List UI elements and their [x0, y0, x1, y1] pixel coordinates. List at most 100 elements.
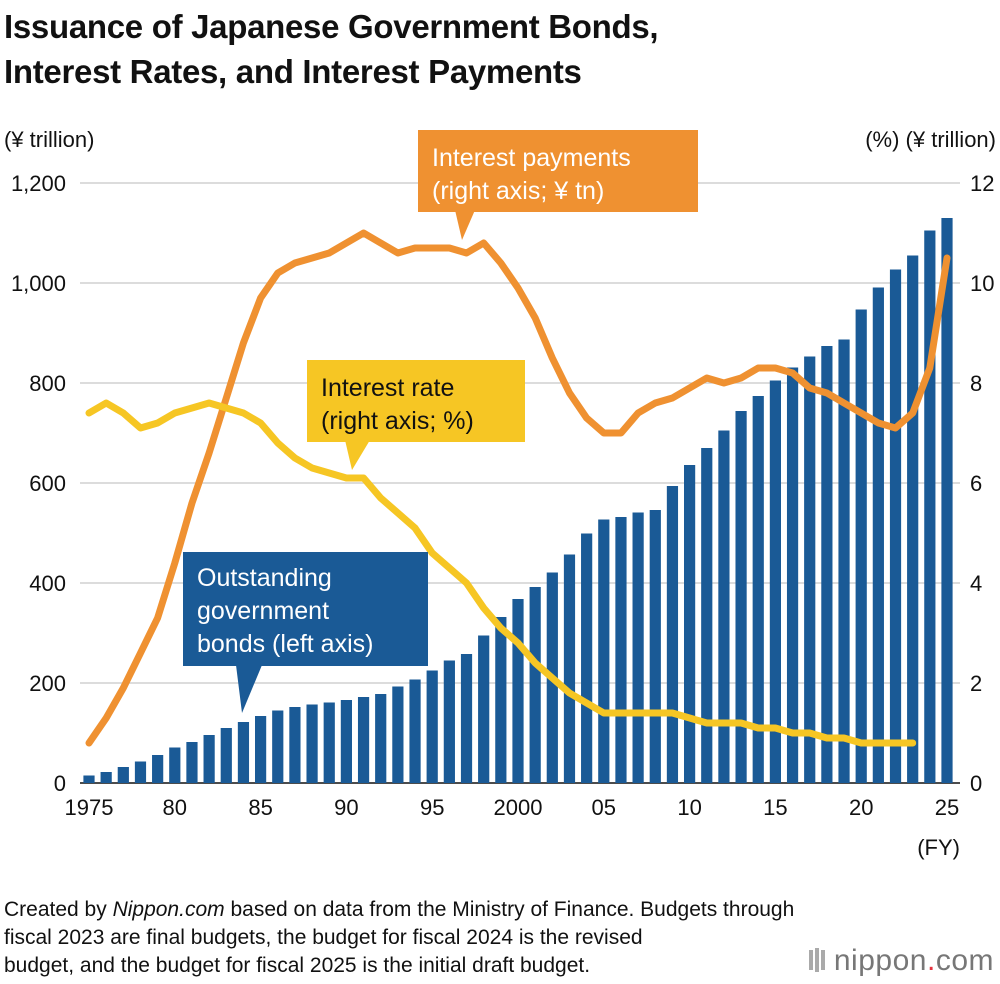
- footnote-source: Nippon.com: [112, 898, 225, 921]
- bar: [289, 707, 301, 783]
- footnote: Created by Nippon.com based on data from…: [4, 896, 964, 980]
- y-right-tick-label: 12: [970, 171, 994, 196]
- interest-payments-line: [85, 229, 951, 747]
- bonds-label-box: [183, 552, 428, 666]
- bar: [563, 554, 576, 783]
- x-tick-label: 05: [592, 795, 616, 820]
- y-right-tick-label: 2: [970, 671, 982, 696]
- bar: [889, 269, 902, 783]
- bar: [203, 735, 215, 783]
- bar: [375, 694, 387, 783]
- x-tick-label: 90: [334, 795, 358, 820]
- footnote-line-1: based on data from the Ministry of Finan…: [224, 898, 795, 921]
- bonds-label-text: Outstanding: [197, 564, 332, 592]
- bar: [237, 722, 250, 783]
- nippon-logo-icon: [808, 948, 825, 972]
- bonds-label-text: government: [197, 597, 329, 625]
- y-left-tick-label: 200: [29, 671, 66, 696]
- x-tick-label: 10: [677, 795, 701, 820]
- interest-rate-label-pointer: [345, 440, 370, 470]
- chart-title: Issuance of Japanese Government Bonds, I…: [4, 4, 994, 94]
- bar: [838, 339, 850, 783]
- bar: [392, 686, 404, 783]
- bar: [804, 356, 816, 783]
- bar: [924, 230, 936, 783]
- bar: [529, 587, 541, 783]
- brand-name: nippon: [833, 944, 927, 977]
- bar: [701, 448, 713, 783]
- bar: [615, 517, 627, 783]
- bar: [941, 218, 953, 783]
- bar: [443, 660, 455, 783]
- y-right-tick-label: 10: [970, 271, 994, 296]
- interest-rate-label-box: [307, 360, 525, 442]
- bar: [152, 755, 164, 783]
- brand-dot: .: [926, 944, 936, 977]
- footnote-prefix: Created by: [4, 898, 113, 921]
- x-tick-label: 95: [420, 795, 444, 820]
- brand-suffix: com: [935, 944, 994, 977]
- y-right-tick-label: 6: [970, 471, 982, 496]
- x-tick-label: 25: [935, 795, 959, 820]
- interest-payments-label-box: [418, 130, 698, 212]
- bar: [478, 635, 490, 783]
- y-right-unit-label: (%) (¥ trillion): [865, 127, 996, 152]
- x-tick-label: 80: [163, 795, 187, 820]
- bar: [752, 396, 764, 783]
- bar: [272, 710, 284, 783]
- y-left-tick-label: 400: [29, 571, 66, 596]
- bar: [220, 728, 232, 783]
- interest-payments-label-pointer: [455, 210, 475, 240]
- bar: [426, 670, 438, 783]
- y-left-tick-label: 600: [29, 471, 66, 496]
- bar: [512, 599, 524, 783]
- bar: [409, 679, 421, 783]
- bar: [340, 700, 352, 783]
- title-line-2: Interest Rates, and Interest Payments: [4, 53, 582, 90]
- bar: [666, 486, 679, 783]
- bar: [718, 430, 730, 783]
- bar: [786, 367, 799, 783]
- bar: [821, 346, 833, 783]
- bar: [581, 533, 593, 783]
- bar: [357, 697, 370, 783]
- bar: [872, 287, 884, 783]
- bonds-label-text: bonds (left axis): [197, 630, 373, 658]
- x-tick-label: 2000: [494, 795, 543, 820]
- bar: [100, 772, 112, 783]
- x-unit-label: (FY): [917, 835, 960, 860]
- interest-rate-label-text: (right axis; %): [321, 407, 474, 435]
- bar: [855, 309, 867, 783]
- bar: [134, 761, 147, 783]
- footnote-line-3: budget, and the budget for fiscal 2025 i…: [4, 954, 591, 977]
- interest-payments-label-text: Interest payments: [432, 144, 631, 172]
- bar: [255, 716, 267, 783]
- bar: [649, 510, 661, 783]
- bar: [495, 617, 507, 783]
- x-tick-label: 20: [849, 795, 873, 820]
- bar: [83, 775, 95, 783]
- brand-logo: nippon.com: [808, 944, 994, 978]
- bar: [169, 747, 181, 783]
- bar: [735, 411, 747, 783]
- bar: [460, 654, 473, 783]
- y-left-tick-label: 800: [29, 371, 66, 396]
- y-right-tick-label: 0: [970, 771, 982, 796]
- bar: [117, 767, 129, 783]
- footnote-line-2: fiscal 2023 are final budgets, the budge…: [4, 926, 643, 949]
- bar: [769, 380, 781, 783]
- interest-rate-label-text: Interest rate: [321, 374, 454, 402]
- y-left-tick-label: 1,200: [11, 171, 66, 196]
- y-left-tick-label: 1,000: [11, 271, 66, 296]
- y-left-unit-label: (¥ trillion): [4, 127, 94, 152]
- bar: [684, 465, 696, 783]
- x-tick-label: 15: [763, 795, 787, 820]
- y-right-tick-label: 4: [970, 571, 982, 596]
- title-line-1: Issuance of Japanese Government Bonds,: [4, 8, 659, 45]
- interest-rate-line: [85, 399, 917, 747]
- bar: [907, 255, 919, 783]
- interest-payments-label-text: (right axis; ¥ tn): [432, 177, 604, 205]
- bar: [598, 519, 610, 783]
- y-right-tick-label: 8: [970, 371, 982, 396]
